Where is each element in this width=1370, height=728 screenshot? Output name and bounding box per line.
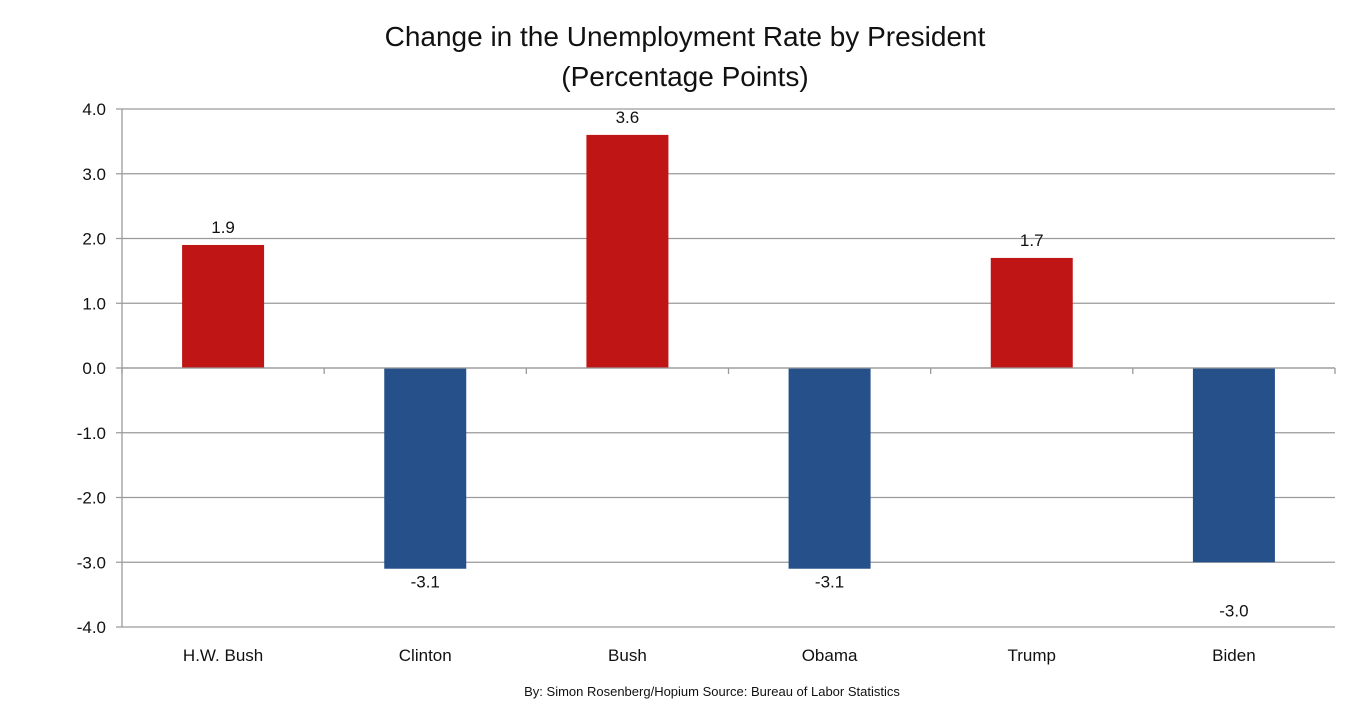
category-label: Trump bbox=[1008, 646, 1057, 665]
data-label: 3.6 bbox=[616, 108, 640, 127]
data-labels: 1.9 -3.1 3.6 -3.1 1.7 -3.0 bbox=[211, 108, 1248, 620]
bar-biden bbox=[1192, 368, 1275, 563]
category-label: Bush bbox=[608, 646, 647, 665]
category-label: H.W. Bush bbox=[183, 646, 263, 665]
bar-trump bbox=[990, 257, 1073, 368]
y-tick-label: 4.0 bbox=[82, 100, 106, 119]
bar-bush bbox=[586, 134, 669, 368]
y-axis-tick-labels: 4.0 3.0 2.0 1.0 0.0 -1.0 -2.0 -3.0 -4.0 bbox=[77, 100, 106, 637]
source-credit: By: Simon Rosenberg/Hopium Source: Burea… bbox=[524, 684, 900, 699]
data-label: 1.9 bbox=[211, 218, 235, 237]
y-tick-label: 0.0 bbox=[82, 359, 106, 378]
bar-h-w-bush bbox=[182, 244, 265, 368]
bars bbox=[182, 134, 1275, 569]
category-label: Biden bbox=[1212, 646, 1255, 665]
data-label: -3.1 bbox=[815, 573, 844, 592]
bar-clinton bbox=[384, 368, 467, 569]
data-label: 1.7 bbox=[1020, 231, 1044, 250]
bar-obama bbox=[788, 368, 871, 569]
y-tick-label: 3.0 bbox=[82, 165, 106, 184]
category-label: Obama bbox=[802, 646, 858, 665]
axes bbox=[121, 109, 1336, 627]
chart-title-line2: (Percentage Points) bbox=[561, 61, 808, 92]
data-label: -3.1 bbox=[411, 573, 440, 592]
y-tick-label: 2.0 bbox=[82, 230, 106, 249]
x-axis-category-labels: H.W. Bush Clinton Bush Obama Trump Biden bbox=[183, 646, 1256, 665]
data-label: -3.0 bbox=[1219, 601, 1248, 620]
chart-title-line1: Change in the Unemployment Rate by Presi… bbox=[385, 21, 986, 52]
y-tick-label: -3.0 bbox=[77, 553, 106, 572]
category-label: Clinton bbox=[399, 646, 452, 665]
y-tick-label: 1.0 bbox=[82, 294, 106, 313]
y-tick-label: -1.0 bbox=[77, 424, 106, 443]
y-tick-label: -2.0 bbox=[77, 489, 106, 508]
y-tick-label: -4.0 bbox=[77, 618, 106, 637]
